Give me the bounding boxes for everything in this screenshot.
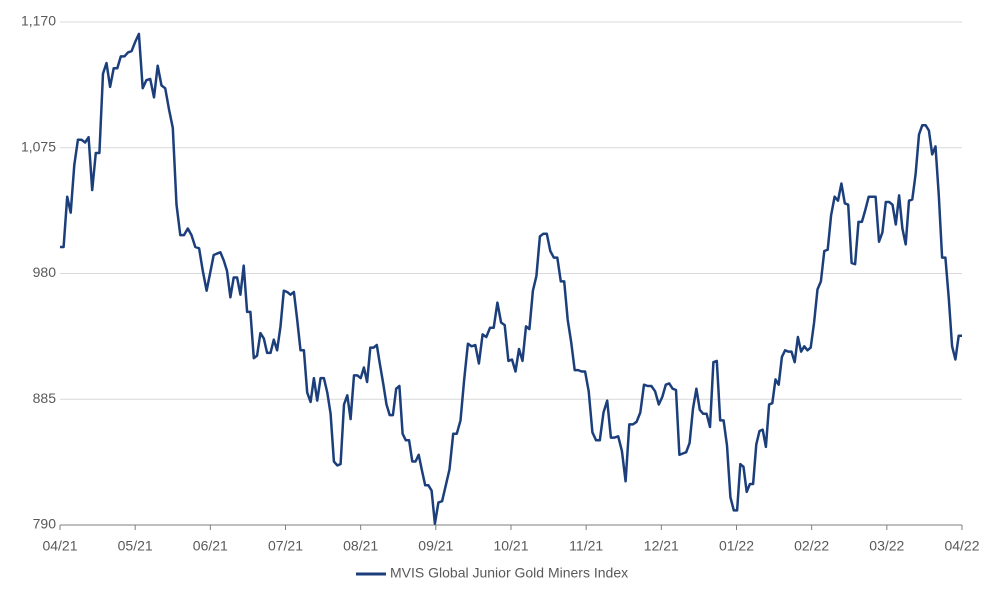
x-tick-label: 12/21 [644, 538, 679, 554]
x-tick-label: 05/21 [118, 538, 153, 554]
x-tick-label: 08/21 [343, 538, 378, 554]
y-tick-label: 1,075 [21, 138, 56, 154]
x-tick-label: 11/21 [569, 538, 603, 554]
y-tick-label: 980 [33, 264, 57, 280]
x-tick-label: 04/21 [42, 538, 77, 554]
x-tick-label: 06/21 [193, 538, 228, 554]
line-series [60, 32, 962, 525]
legend-label: MVIS Global Junior Gold Miners Index [390, 565, 628, 581]
x-tick-label: 03/22 [869, 538, 904, 554]
y-tick-label: 885 [33, 390, 57, 406]
x-tick-label: 04/22 [944, 538, 979, 554]
y-tick-label: 790 [33, 516, 57, 532]
x-tick-label: 02/22 [794, 538, 829, 554]
x-tick-label: 10/21 [493, 538, 528, 554]
x-tick-label: 07/21 [268, 538, 303, 554]
y-tick-label: 1,170 [21, 13, 56, 29]
x-tick-label: 09/21 [418, 538, 453, 554]
x-tick-label: 01/22 [719, 538, 754, 554]
